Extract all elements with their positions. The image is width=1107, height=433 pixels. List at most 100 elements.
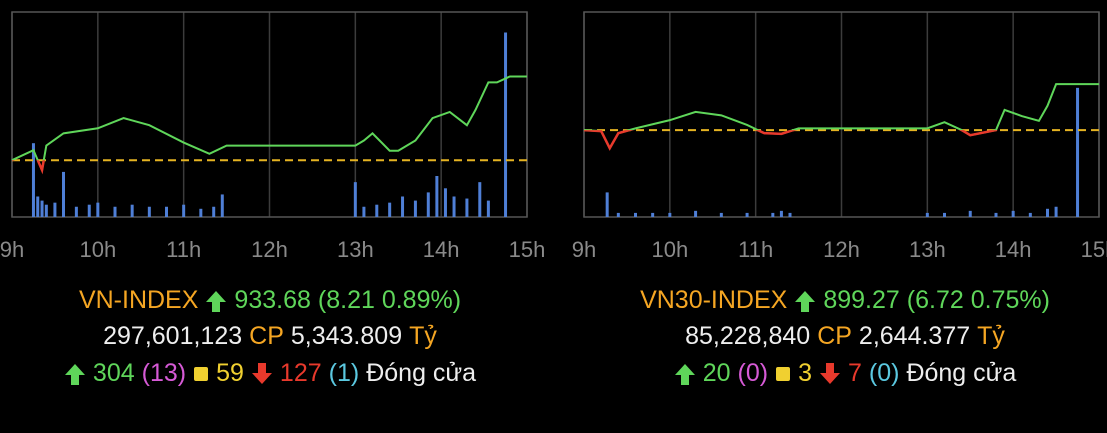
x-tick-label: 14h <box>995 237 1032 262</box>
volume-bar <box>182 204 186 217</box>
volume-bar <box>375 204 379 217</box>
volume-bar <box>199 208 203 217</box>
volume-row: 85,228,840 CP 2,644.377 Tỷ <box>575 322 1107 351</box>
volume-bar <box>745 212 749 217</box>
volume-unit: CP <box>817 322 852 350</box>
advances: 20 <box>702 359 731 387</box>
index-name: VN-INDEX <box>78 286 199 314</box>
ceiling: (0) <box>737 359 769 387</box>
volume-bar <box>413 200 417 217</box>
index-value: 933.68 <box>234 286 311 314</box>
x-tick-label: 12h <box>251 237 288 262</box>
volume-bar <box>53 202 57 217</box>
plot-frame <box>583 11 1100 218</box>
index-line <box>583 83 1099 151</box>
index-name: VN30-INDEX <box>640 286 788 314</box>
volume-bar <box>388 202 392 217</box>
volume-bar <box>616 212 620 217</box>
square-icon <box>194 366 209 381</box>
volume-bar <box>465 198 469 217</box>
x-tick-label: 13h <box>337 237 374 262</box>
floor: (1) <box>328 359 360 387</box>
volume-row: 297,601,123 CP 5,343.809 Tỷ <box>0 322 540 351</box>
volume-bar <box>605 192 609 217</box>
volume-bar <box>220 194 224 217</box>
volume-bar <box>113 206 117 217</box>
volume-bar <box>478 182 482 217</box>
volume-bar <box>925 212 929 217</box>
volume-bar <box>1028 212 1032 217</box>
x-tick-label: 15h <box>509 237 546 262</box>
volume-bar <box>443 188 447 217</box>
volume-bar <box>87 204 91 217</box>
volume-bar <box>74 206 78 217</box>
index-change: (8.21 0.89%) <box>317 286 462 314</box>
index-row: VN-INDEX 933.68 (8.21 0.89%) <box>0 286 540 315</box>
volume-bar <box>668 212 672 217</box>
ceiling: (13) <box>141 359 187 387</box>
volume-bar <box>504 32 508 217</box>
index-change: (6.72 0.75%) <box>906 286 1050 314</box>
volume-bar <box>452 196 456 217</box>
advances: 304 <box>92 359 135 387</box>
volume-bar <box>788 212 792 217</box>
breadth-row: 20 (0) 3 7 (0) Đóng cửa <box>575 359 1107 388</box>
volume-bar <box>994 212 998 217</box>
index-line <box>11 75 527 174</box>
volume-bar <box>1054 206 1058 217</box>
volume-bar <box>96 202 100 217</box>
volume-bar <box>426 192 430 217</box>
up-arrow <box>795 290 816 312</box>
status: Đóng cửa <box>366 359 477 387</box>
unchanged: 3 <box>798 359 812 387</box>
volume-bar <box>147 206 151 217</box>
volume-bar <box>435 176 439 217</box>
x-tick-label: 14h <box>423 237 460 262</box>
volume-bar <box>212 206 216 217</box>
status: Đóng cửa <box>906 359 1017 387</box>
volume-bar <box>943 212 946 217</box>
volume-bar <box>362 206 366 217</box>
x-tick-label: 13h <box>909 237 946 262</box>
volume-bar <box>651 212 655 217</box>
x-tick-label: 10h <box>79 237 116 262</box>
x-tick-label: 11h <box>738 237 773 262</box>
up-arrow <box>674 363 695 385</box>
plot-frame <box>11 11 528 218</box>
volume-bar <box>165 206 168 217</box>
volume-bar <box>719 212 723 217</box>
x-tick-label: 15h <box>1081 237 1107 262</box>
volume: 85,228,840 <box>685 322 811 350</box>
index-row: VN30-INDEX 899.27 (6.72 0.75%) <box>575 286 1107 315</box>
turnover-unit: Tỷ <box>409 322 437 350</box>
down-arrow <box>251 362 272 384</box>
volume-bar <box>31 143 35 217</box>
unchanged: 59 <box>216 359 244 387</box>
turnover: 2,644.377 <box>858 322 971 350</box>
square-icon <box>776 366 791 381</box>
up-arrow <box>64 363 85 385</box>
volume-bar <box>634 212 637 217</box>
x-tick-label: 10h <box>651 237 688 262</box>
volume: 297,601,123 <box>103 322 243 350</box>
volume-bar <box>353 182 357 217</box>
volume-bar <box>1076 87 1080 217</box>
volume-bar <box>36 196 40 217</box>
down-arrow <box>819 362 840 384</box>
x-tick-label: 9h <box>572 237 596 262</box>
x-tick-label: 11h <box>166 237 201 262</box>
volume-bar <box>968 210 972 217</box>
floor: (0) <box>868 359 900 387</box>
declines: 7 <box>847 359 862 387</box>
up-arrow <box>206 290 227 312</box>
volume-bar <box>40 200 44 217</box>
volume-bar <box>401 196 405 217</box>
x-tick-label: 12h <box>823 237 860 262</box>
breadth-row: 304 (13) 59 127 (1) Đóng cửa <box>0 359 540 388</box>
volume-bar <box>62 171 65 217</box>
volume-bar <box>771 212 775 217</box>
volume-bar <box>44 204 48 217</box>
turnover-unit: Tỷ <box>977 322 1005 350</box>
